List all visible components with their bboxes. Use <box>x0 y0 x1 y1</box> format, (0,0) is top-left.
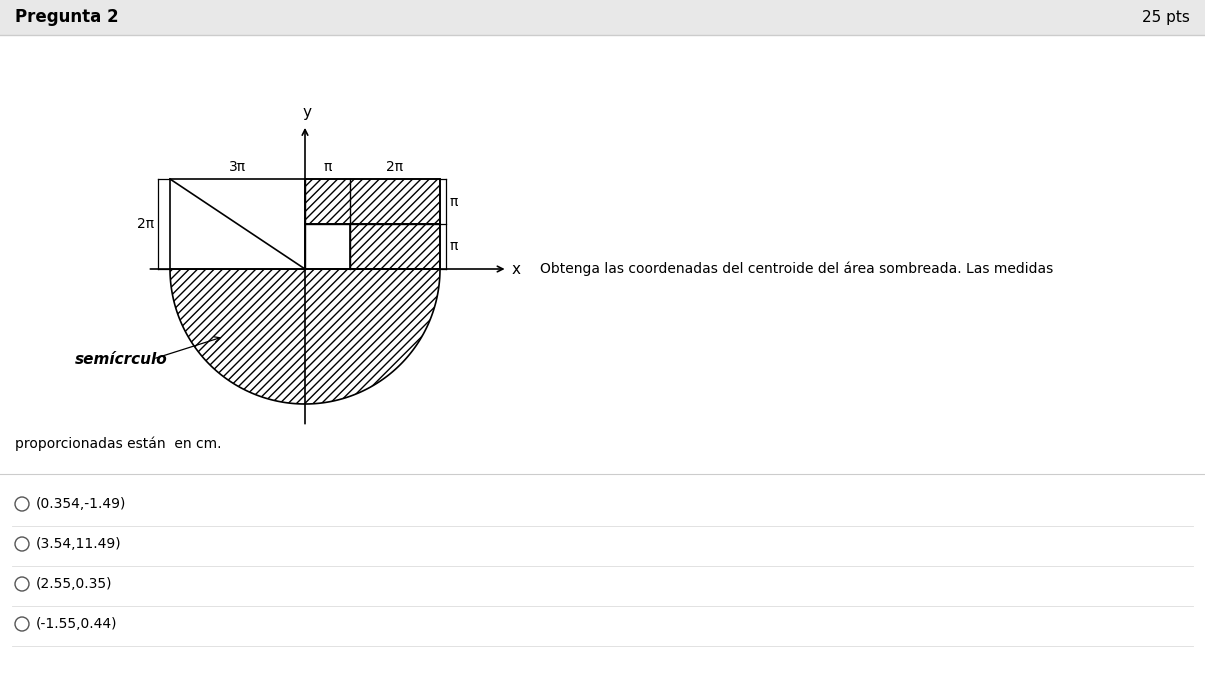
Text: (-1.55,0.44): (-1.55,0.44) <box>36 617 118 631</box>
Text: Obtenga las coordenadas del centroide del área sombreada. Las medidas: Obtenga las coordenadas del centroide de… <box>540 261 1053 276</box>
Text: π: π <box>449 194 458 208</box>
Text: y: y <box>302 106 312 120</box>
Text: proporcionadas están  en cm.: proporcionadas están en cm. <box>14 437 222 452</box>
Bar <box>305 224 349 269</box>
Polygon shape <box>170 179 305 269</box>
Polygon shape <box>305 179 440 224</box>
Text: semícrculo: semícrculo <box>75 352 167 366</box>
Bar <box>170 179 305 269</box>
Text: 2π: 2π <box>137 217 154 231</box>
Text: x: x <box>512 261 521 277</box>
Polygon shape <box>170 269 440 404</box>
Text: π: π <box>323 160 331 174</box>
Text: 2π: 2π <box>387 160 404 174</box>
Text: (2.55,0.35): (2.55,0.35) <box>36 577 112 591</box>
Text: π: π <box>449 240 458 254</box>
Text: Pregunta 2: Pregunta 2 <box>14 8 118 27</box>
Text: (3.54,11.49): (3.54,11.49) <box>36 537 122 551</box>
Polygon shape <box>349 224 440 269</box>
Bar <box>170 179 440 269</box>
Text: (0.354,-1.49): (0.354,-1.49) <box>36 497 127 511</box>
Bar <box>0 0 1205 35</box>
Text: 3π: 3π <box>229 160 246 174</box>
Text: 25 pts: 25 pts <box>1142 10 1191 25</box>
